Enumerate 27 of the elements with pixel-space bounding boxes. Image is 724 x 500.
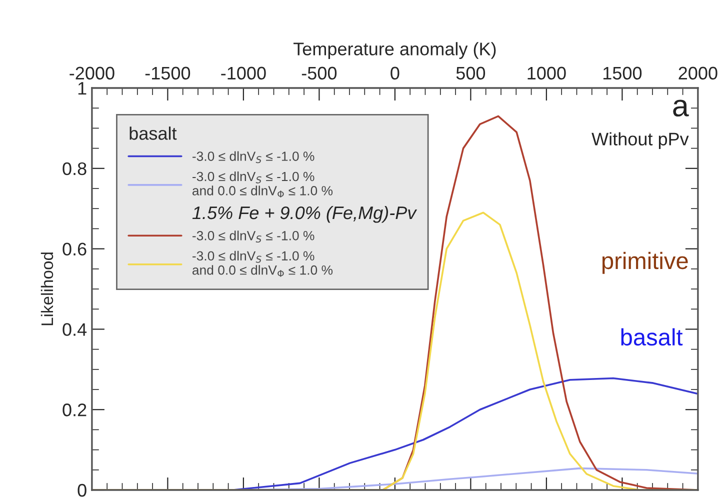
y-tick-label: 0.4 [62, 323, 87, 336]
legend-label: -3.0 ≤ dlnV$_{S}$ ≤ -1.0 % and 0.0 ≤ dlnV$_{Φ}$ ≤ 1.0 % [192, 250, 333, 277]
legend-label: -3.0 ≤ dlnV$_{S}$ ≤ -1.0 % [192, 151, 314, 164]
legend-label: -3.0 ≤ dlnV$_{S}$ ≤ -1.0 % [192, 230, 314, 242]
x-tick-label: -500 [302, 66, 337, 80]
x-tick-label: -1500 [145, 66, 190, 80]
annotation: Without pPv [592, 132, 689, 150]
x-axis-title: Temperature anomaly (K) [294, 42, 496, 59]
annotation: basalt [621, 328, 683, 346]
x-tick-label: -1000 [221, 66, 266, 80]
annotation: 1.5% Fe + 9.0% (Fe,Mg)-Pv [192, 206, 418, 223]
y-tick-label: 0.2 [62, 404, 86, 416]
x-tick-label: 1000 [528, 66, 566, 80]
y-tick-label: 0.6 [62, 242, 86, 256]
legend-label: -3.0 ≤ dlnV$_{S}$ ≤ -1.0 % and 0.0 ≤ dlnV$_{Φ}$ ≤ 1.0 % [192, 171, 333, 198]
y-axis-title: Likelihood [40, 252, 54, 326]
legend-title: basalt [130, 126, 177, 140]
annotation: a [673, 100, 689, 116]
x-tick-label: 500 [456, 66, 486, 80]
y-tick-label: 0 [78, 484, 86, 497]
annotation: primitive [602, 252, 688, 274]
x-tick-label: 0 [390, 66, 400, 80]
x-tick-label: 2000 [678, 66, 718, 80]
y-tick-label: 0.8 [62, 162, 86, 176]
x-tick-label: 1500 [603, 66, 642, 80]
x-tick-label: -2000 [70, 66, 114, 80]
y-tick-label: 1 [78, 82, 86, 95]
